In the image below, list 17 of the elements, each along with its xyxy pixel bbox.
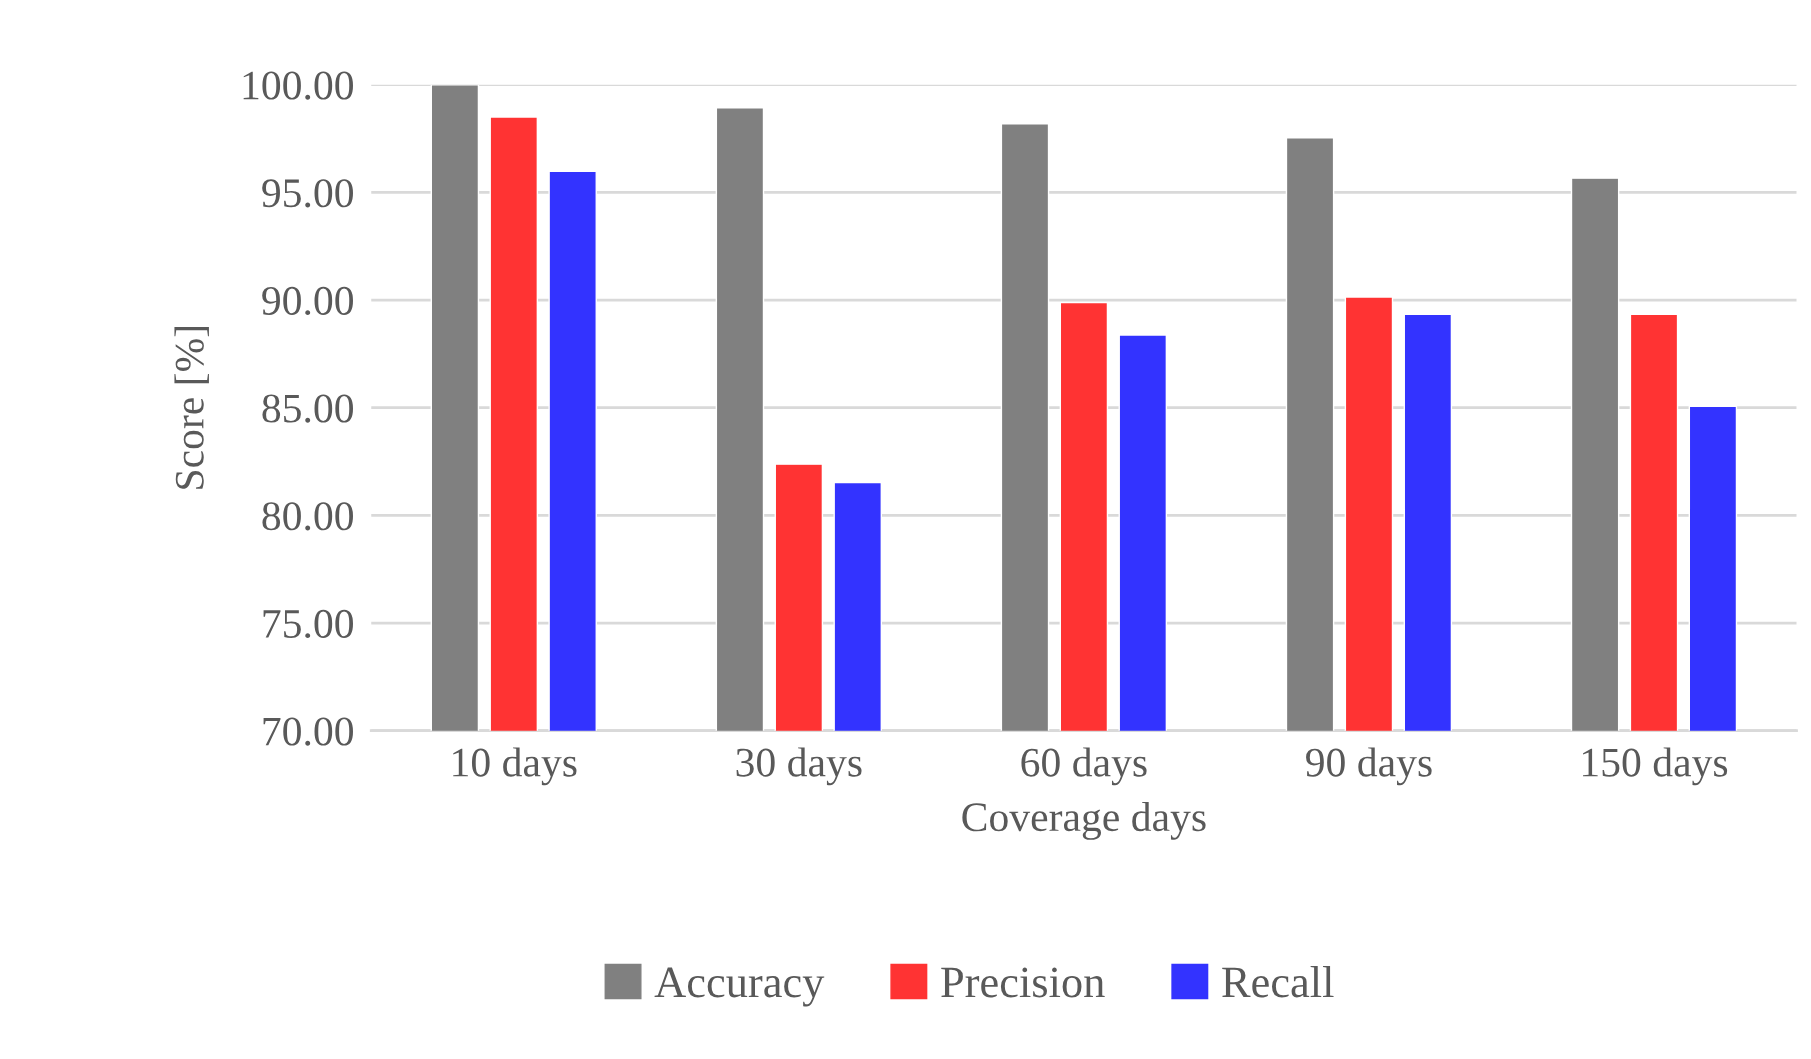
x-tick-label: 30 days: [736, 747, 862, 786]
y-tick-label: 80.00: [262, 502, 353, 531]
y-tick-label: 75.00: [263, 609, 353, 639]
legend-label: Accuracy: [654, 967, 825, 1007]
legend-label: Recall: [1222, 966, 1334, 998]
y-tick-label: 90.00: [262, 286, 353, 316]
x-axis-title: Coverage days: [962, 801, 1206, 840]
x-tick-label: 150 days: [1583, 747, 1728, 786]
y-tick-label: 95.00: [262, 179, 353, 208]
y-tick-label: 70.00: [263, 717, 353, 746]
x-tick-label: 60 days: [1021, 747, 1147, 786]
legend-label: Precision: [941, 967, 1105, 998]
x-tick-label: 10 days: [453, 747, 577, 786]
x-tick-label: 90 days: [1306, 747, 1432, 786]
y-tick-label: 85.00: [262, 394, 353, 423]
y-tick-label: 100.00: [243, 71, 353, 100]
y-axis-title: Score [%]: [174, 326, 209, 489]
